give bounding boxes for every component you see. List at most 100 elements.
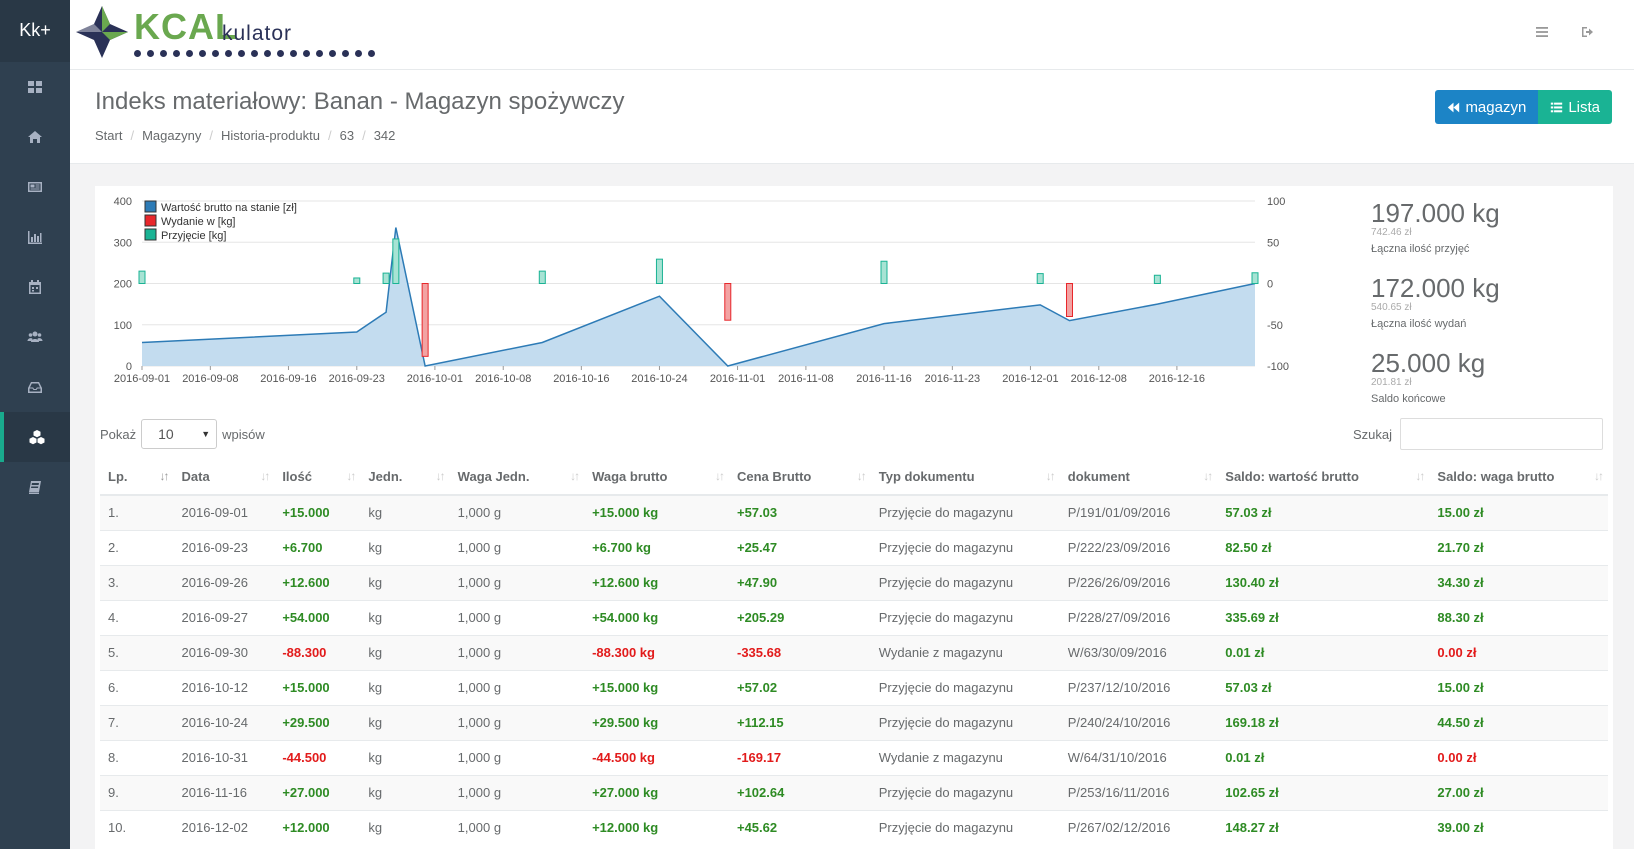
cell-ilosc: +15.000 xyxy=(274,494,361,530)
column-header-jedn[interactable]: Jedn. ↓↑ xyxy=(360,459,450,496)
bar-przyjecie xyxy=(392,238,400,284)
brand-logo[interactable]: Kk+ xyxy=(0,0,70,62)
sort-icon: ↓↑ xyxy=(856,469,867,483)
sidebar-item-news[interactable] xyxy=(0,162,70,212)
sidebar-item-dashboard[interactable] xyxy=(0,62,70,112)
cell-data: 2016-10-24 xyxy=(173,704,275,740)
breadcrumb-item[interactable]: 63 xyxy=(339,128,355,143)
x-tick-label: 2016-09-23 xyxy=(329,373,385,385)
cell-typ-dokumentu: Przyjęcie do magazynu xyxy=(870,529,1060,565)
cell-dokument: P/226/26/09/2016 xyxy=(1059,564,1218,600)
breadcrumb-item[interactable]: Magazyny xyxy=(142,128,202,143)
cell-dokument: P/222/23/09/2016 xyxy=(1059,529,1218,565)
sidebar-item-home[interactable] xyxy=(0,112,70,162)
column-header-typ-dokumentu[interactable]: Typ dokumentu ↓↑ xyxy=(870,459,1060,496)
sidebar-item-warehouse[interactable] xyxy=(0,412,70,462)
stat-label: Łączna ilość wydań xyxy=(1371,318,1467,330)
table-row[interactable]: 9. 2016-11-16 +27.000 kg 1,000 g +27.000 kg +1… xyxy=(100,774,1608,810)
sort-icon: ↓↑ xyxy=(260,469,270,483)
sidebar-item-reports[interactable] xyxy=(0,212,70,262)
table-row[interactable]: 7. 2016-10-24 +29.500 kg 1,000 g +29.500 kg +1… xyxy=(100,704,1608,740)
cell-cena-brutto: +47.90 xyxy=(728,564,871,600)
sort-icon: ↓↑ xyxy=(1045,469,1056,483)
sort-icon: ↓↑ xyxy=(346,469,356,483)
cell-lp: 7. xyxy=(100,704,174,740)
bar-przyjecie xyxy=(138,270,146,284)
cell-ilosc: +15.000 xyxy=(274,669,361,705)
sidebar-item-users[interactable] xyxy=(0,312,70,362)
column-header-dokument[interactable]: dokument ↓↑ xyxy=(1059,459,1218,496)
cell-jedn: kg xyxy=(360,599,450,635)
bar-przyjecie xyxy=(1036,273,1044,284)
table-row[interactable]: 10. 2016-12-02 +12.000 kg 1,000 g +12.000 kg +… xyxy=(100,809,1608,845)
sidebar-item-inbox[interactable] xyxy=(0,362,70,412)
column-header-ilosc[interactable]: Ilość ↓↑ xyxy=(274,459,361,496)
x-tick-label: 2016-10-16 xyxy=(553,373,609,385)
cell-ilosc: -88.300 xyxy=(274,634,361,670)
column-header-label: Waga brutto xyxy=(592,469,668,484)
cell-cena-brutto: +57.02 xyxy=(728,669,871,705)
table-row[interactable]: 4. 2016-09-27 +54.000 kg 1,000 g +54.000 kg +2… xyxy=(100,599,1608,635)
column-header-data[interactable]: Data ↓↑ xyxy=(173,459,275,496)
kcalkulator-logo[interactable]: KCAL kulator xyxy=(74,4,375,64)
y-left-tick-label: 400 xyxy=(114,196,132,208)
header-button-group: magazyn Lista xyxy=(1435,90,1612,124)
cell-lp: 6. xyxy=(100,669,174,705)
inbox-icon xyxy=(28,382,42,393)
column-header-saldo-waga[interactable]: Saldo: waga brutto ↓↑ xyxy=(1429,459,1608,496)
page-length-select[interactable]: 10 ▼ xyxy=(141,419,218,449)
x-tick-label: 2016-09-16 xyxy=(260,373,316,385)
cell-waga-jedn: 1,000 g xyxy=(449,564,585,600)
table-row[interactable]: 6. 2016-10-12 +15.000 kg 1,000 g +15.000 kg +5… xyxy=(100,669,1608,705)
column-header-label: Saldo: waga brutto xyxy=(1437,469,1555,484)
breadcrumb-item[interactable]: Start xyxy=(95,128,123,143)
search-control: Szukaj xyxy=(1353,418,1603,450)
search-input[interactable] xyxy=(1400,418,1603,450)
cell-ilosc: +54.000 xyxy=(274,599,361,635)
column-header-label: Waga Jedn. xyxy=(457,469,530,484)
sort-icon: ↓↑ xyxy=(435,469,446,483)
table-row[interactable]: 2. 2016-09-23 +6.700 kg 1,000 g +6.700 kg +25.… xyxy=(100,529,1608,565)
x-tick-label: 2016-10-01 xyxy=(407,373,463,385)
column-header-lp[interactable]: Lp. ↓↑ xyxy=(100,459,174,496)
sign-out-icon[interactable] xyxy=(1580,24,1596,40)
table-row[interactable]: 5. 2016-09-30 -88.300 kg 1,000 g -88.300 kg -3… xyxy=(100,634,1608,670)
cell-typ-dokumentu: Przyjęcie do magazynu xyxy=(870,774,1060,810)
column-header-waga-brutto[interactable]: Waga brutto ↓↑ xyxy=(584,459,729,496)
table-row[interactable]: 3. 2016-09-26 +12.600 kg 1,000 g +12.600 kg +4… xyxy=(100,564,1608,600)
back-to-warehouse-button[interactable]: magazyn xyxy=(1435,90,1539,124)
x-tick-label: 2016-12-08 xyxy=(1071,373,1127,385)
cell-saldo-wartosc: 57.03 zł xyxy=(1217,669,1430,705)
legend-swatch xyxy=(144,228,157,241)
breadcrumb-item: 342 xyxy=(373,128,396,143)
column-header-saldo-wartosc[interactable]: Saldo: wartość brutto ↓↑ xyxy=(1217,459,1430,496)
cell-saldo-waga: 34.30 zł xyxy=(1429,564,1608,600)
stat-amount: 540.65 zł xyxy=(1371,302,1412,313)
list-button[interactable]: Lista xyxy=(1538,90,1612,124)
y-left-tick-label: 0 xyxy=(126,361,132,373)
y-left-tick-label: 300 xyxy=(114,237,132,249)
sort-icon: ↓↑ xyxy=(714,469,725,483)
stat-amount: 201.81 zł xyxy=(1371,377,1412,388)
y-right-tick-label: 100 xyxy=(1267,196,1285,208)
sidebar-item-book[interactable] xyxy=(0,462,70,512)
cell-jedn: kg xyxy=(360,704,450,740)
cell-saldo-wartosc: 169.18 zł xyxy=(1217,704,1430,740)
column-header-cena-brutto[interactable]: Cena Brutto ↓↑ xyxy=(728,459,871,496)
legend-label: Wydanie w [kg] xyxy=(161,216,236,228)
menu-icon[interactable] xyxy=(1534,24,1550,40)
search-label: Szukaj xyxy=(1352,426,1392,442)
breadcrumb-item[interactable]: Historia-produktu xyxy=(220,128,320,143)
breadcrumb: Start / Magazyny / Historia-produktu/ 63/ … xyxy=(95,128,396,143)
sidebar-item-calendar[interactable] xyxy=(0,262,70,312)
table-row[interactable]: 8. 2016-10-31 -44.500 kg 1,000 g -44.500 kg -1… xyxy=(100,739,1608,775)
cell-waga-brutto: -88.300 kg xyxy=(584,634,729,670)
cell-dokument: P/267/02/12/2016 xyxy=(1059,809,1218,845)
cell-cena-brutto: +45.62 xyxy=(728,809,871,845)
table-row[interactable]: 1. 2016-09-01 +15.000 kg 1,000 g +15.000 kg +5… xyxy=(100,494,1608,530)
cell-saldo-wartosc: 148.27 zł xyxy=(1217,809,1430,845)
home-icon xyxy=(28,131,42,143)
column-header-waga-jedn[interactable]: Waga Jedn. ↓↑ xyxy=(449,459,585,496)
x-tick-label: 2016-11-01 xyxy=(710,373,765,385)
x-tick-label: 2016-11-16 xyxy=(856,373,911,385)
